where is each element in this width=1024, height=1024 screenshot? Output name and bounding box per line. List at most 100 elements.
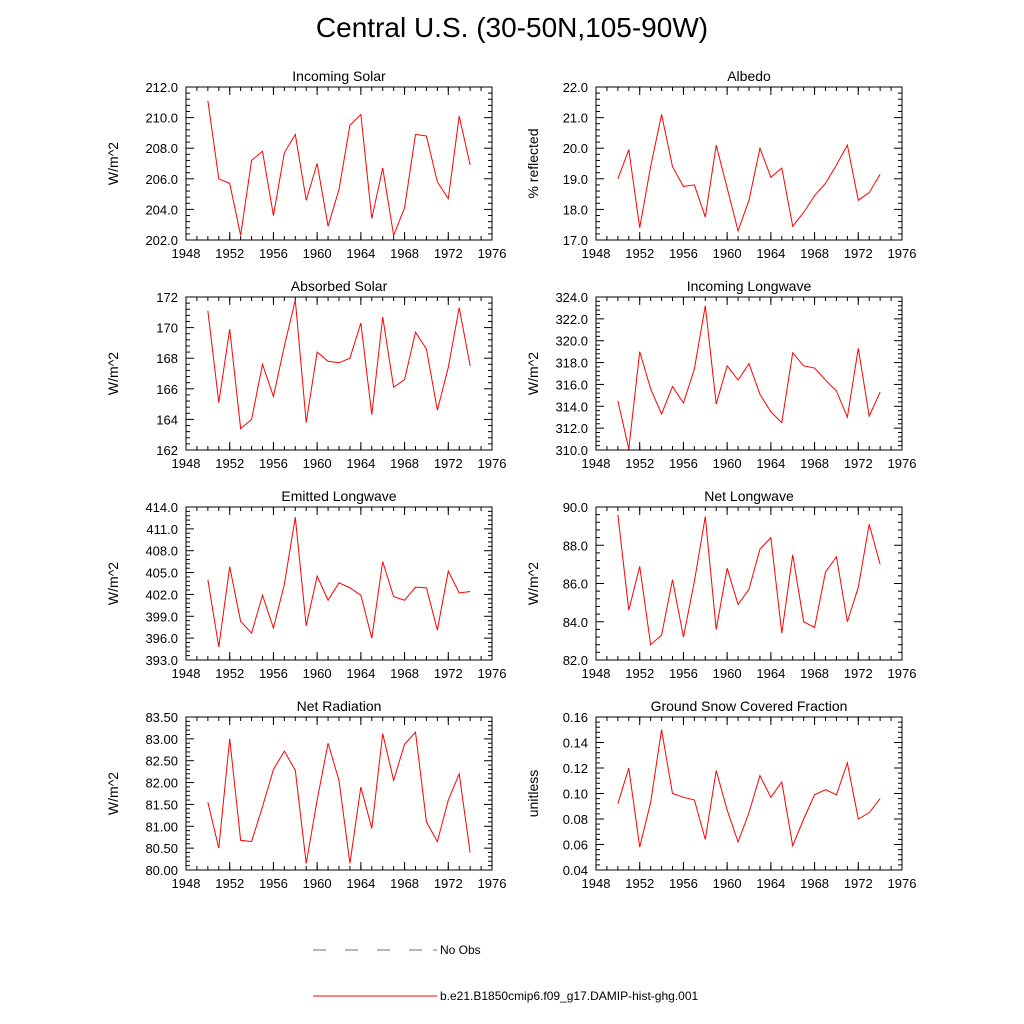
x-tick-label: 1968 bbox=[800, 246, 829, 261]
x-tick-label: 1948 bbox=[582, 456, 611, 471]
x-tick-label: 1968 bbox=[800, 666, 829, 681]
x-tick-label: 1952 bbox=[215, 246, 244, 261]
y-tick-label: 0.04 bbox=[563, 863, 588, 878]
x-tick-label: 1972 bbox=[844, 876, 873, 891]
x-tick-label: 1960 bbox=[713, 666, 742, 681]
y-tick-label: 408.0 bbox=[145, 544, 178, 559]
y-tick-label: 399.0 bbox=[145, 609, 178, 624]
x-tick-label: 1952 bbox=[625, 246, 654, 261]
y-axis-label: % reflected bbox=[525, 128, 541, 198]
x-tick-label: 1952 bbox=[625, 876, 654, 891]
x-tick-label: 1960 bbox=[303, 666, 332, 681]
x-tick-label: 1964 bbox=[346, 456, 375, 471]
x-tick-label: 1952 bbox=[215, 876, 244, 891]
y-tick-label: 81.50 bbox=[145, 797, 178, 812]
y-tick-label: 88.0 bbox=[563, 538, 588, 553]
series-line bbox=[207, 517, 471, 647]
y-tick-label: 210.0 bbox=[145, 111, 178, 126]
y-tick-label: 83.50 bbox=[145, 710, 178, 725]
x-tick-label: 1968 bbox=[800, 876, 829, 891]
y-axis-label: W/m^2 bbox=[525, 562, 541, 605]
x-tick-label: 1964 bbox=[756, 456, 785, 471]
panel-title: Emitted Longwave bbox=[281, 488, 396, 504]
x-tick-label: 1964 bbox=[346, 246, 375, 261]
x-tick-label: 1976 bbox=[888, 456, 917, 471]
y-tick-label: 80.50 bbox=[145, 841, 178, 856]
y-tick-label: 202.0 bbox=[145, 233, 178, 248]
series-line bbox=[617, 729, 881, 848]
x-tick-label: 1968 bbox=[390, 456, 419, 471]
x-tick-label: 1964 bbox=[346, 876, 375, 891]
x-tick-label: 1968 bbox=[390, 246, 419, 261]
x-tick-label: 1968 bbox=[800, 456, 829, 471]
x-tick-label: 1948 bbox=[582, 876, 611, 891]
y-axis-label: W/m^2 bbox=[105, 562, 121, 605]
y-tick-label: 166 bbox=[156, 382, 178, 397]
y-tick-label: 18.0 bbox=[563, 202, 588, 217]
series-line bbox=[617, 114, 881, 233]
plot-frame bbox=[185, 296, 493, 451]
panel-albedo: 1948 1952 1956 1960 1964 1968 1972 1976 17.0 18.0… bbox=[525, 68, 916, 261]
legend-label-model: b.e21.B1850cmip6.f09_g17.DAMIP-hist-ghg.… bbox=[440, 989, 698, 1003]
y-tick-label: 212.0 bbox=[145, 80, 178, 95]
y-tick-label: 162 bbox=[156, 443, 178, 458]
x-tick-label: 1976 bbox=[888, 246, 917, 261]
y-tick-label: 21.0 bbox=[563, 111, 588, 126]
x-tick-label: 1972 bbox=[434, 246, 463, 261]
plot-frame bbox=[595, 506, 903, 661]
x-tick-label: 1968 bbox=[390, 876, 419, 891]
x-tick-label: 1956 bbox=[669, 246, 698, 261]
y-tick-label: 170 bbox=[156, 321, 178, 336]
x-tick-label: 1956 bbox=[259, 876, 288, 891]
series-line bbox=[617, 514, 881, 646]
x-tick-label: 1948 bbox=[172, 246, 201, 261]
y-axis-label: W/m^2 bbox=[105, 772, 121, 815]
panel-net-radiation: 1948 1952 1956 1960 1964 1968 1972 1976 80.00 80.… bbox=[105, 698, 506, 891]
y-tick-label: 204.0 bbox=[145, 202, 178, 217]
y-tick-label: 17.0 bbox=[563, 233, 588, 248]
x-tick-label: 1976 bbox=[478, 876, 507, 891]
y-tick-label: 172 bbox=[156, 290, 178, 305]
x-tick-label: 1960 bbox=[713, 876, 742, 891]
y-tick-label: 208.0 bbox=[145, 141, 178, 156]
y-tick-label: 0.14 bbox=[563, 736, 588, 751]
y-tick-label: 22.0 bbox=[563, 80, 588, 95]
y-axis-label: W/m^2 bbox=[525, 352, 541, 395]
series-line bbox=[207, 299, 471, 430]
x-tick-label: 1956 bbox=[259, 666, 288, 681]
y-tick-label: 312.0 bbox=[555, 421, 588, 436]
x-tick-label: 1976 bbox=[478, 666, 507, 681]
y-tick-label: 324.0 bbox=[555, 290, 588, 305]
x-tick-label: 1952 bbox=[625, 666, 654, 681]
x-tick-label: 1968 bbox=[390, 666, 419, 681]
y-tick-label: 396.0 bbox=[145, 631, 178, 646]
y-tick-label: 0.08 bbox=[563, 812, 588, 827]
panel-ground-snow-covered-fraction: 1948 1952 1956 1960 1964 1968 1972 1976 0.04 0.06… bbox=[525, 698, 916, 891]
x-tick-label: 1964 bbox=[756, 246, 785, 261]
y-tick-label: 402.0 bbox=[145, 587, 178, 602]
panel-net-longwave: 1948 1952 1956 1960 1964 1968 1972 1976 82.0 84.0… bbox=[525, 488, 916, 681]
legend-label-obs: No Obs bbox=[440, 943, 481, 957]
y-tick-label: 82.50 bbox=[145, 754, 178, 769]
x-tick-label: 1952 bbox=[625, 456, 654, 471]
y-tick-label: 84.0 bbox=[563, 615, 588, 630]
x-tick-label: 1948 bbox=[172, 876, 201, 891]
series-line bbox=[207, 731, 471, 864]
panel-absorbed-solar: 1948 1952 1956 1960 1964 1968 1972 1976 162 164 16… bbox=[105, 278, 506, 471]
plot-frame bbox=[185, 86, 493, 241]
panel-incoming-longwave: 1948 1952 1956 1960 1964 1968 1972 1976 310.0 312… bbox=[525, 278, 916, 471]
y-tick-label: 82.0 bbox=[563, 653, 588, 668]
x-tick-label: 1960 bbox=[713, 246, 742, 261]
x-tick-label: 1948 bbox=[582, 666, 611, 681]
x-tick-label: 1952 bbox=[215, 666, 244, 681]
y-tick-label: 414.0 bbox=[145, 500, 178, 515]
y-tick-label: 83.00 bbox=[145, 732, 178, 747]
y-tick-label: 411.0 bbox=[146, 522, 178, 537]
plot-frame bbox=[185, 506, 493, 661]
y-tick-label: 322.0 bbox=[555, 312, 588, 327]
y-tick-label: 80.00 bbox=[145, 863, 178, 878]
x-tick-label: 1960 bbox=[713, 456, 742, 471]
panel-title: Net Longwave bbox=[704, 488, 794, 504]
y-tick-label: 0.16 bbox=[563, 710, 588, 725]
